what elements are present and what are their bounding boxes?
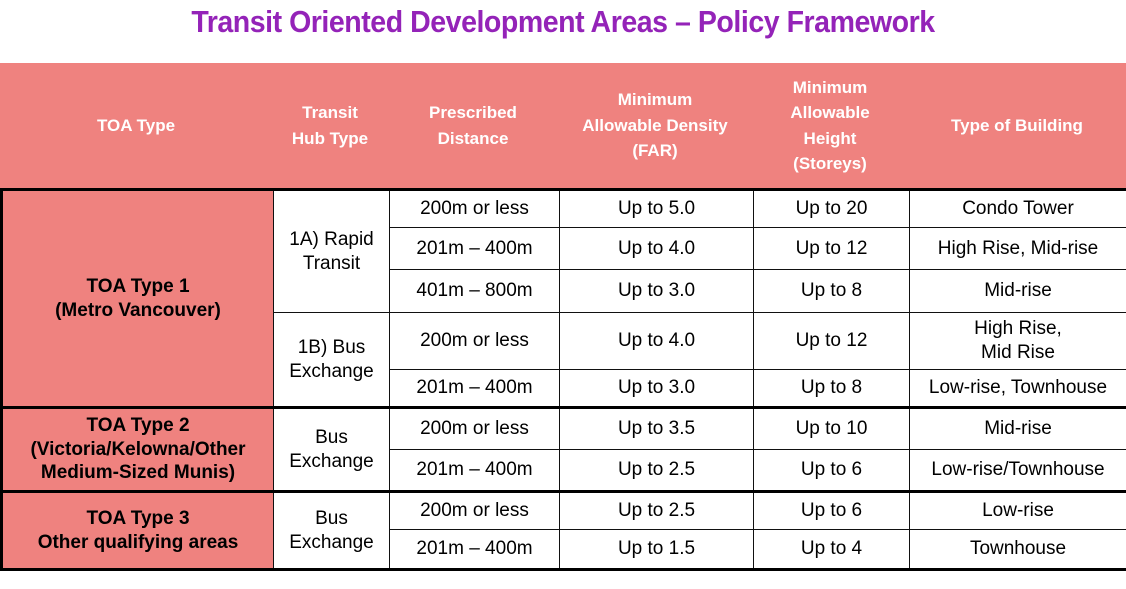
table-row: 401m – 800m Up to 3.0 Up to 8 Mid-rise xyxy=(2,269,1126,313)
header-min-allowable-density: Minimum Allowable Density (FAR) xyxy=(582,90,728,161)
density-cell: Up to 3.0 xyxy=(559,269,754,313)
building-cell: Low-rise, Townhouse xyxy=(909,369,1126,408)
header-transit-hub-type: Transit Hub Type xyxy=(291,103,369,148)
building-cell: Mid-rise xyxy=(909,269,1126,313)
table-row: 201m – 400m Up to 2.5 Up to 6 Low-rise/T… xyxy=(2,449,1126,492)
title-bar: Transit Oriented Development Areas – Pol… xyxy=(0,0,1126,63)
table-row: 1B) Bus Exchange 200m or less Up to 4.0 … xyxy=(2,312,1126,408)
building-cell: Low-rise/Townhouse xyxy=(909,449,1126,492)
header-toa-type: TOA Type xyxy=(96,115,176,135)
density-cell: Up to 3.0 xyxy=(559,369,754,408)
distance-cell: 201m – 400m xyxy=(389,369,560,408)
table-row: 201m – 400m Up to 3.0 Up to 8 Low-rise, … xyxy=(2,369,1126,408)
distance-cell: 201m – 400m xyxy=(389,529,560,570)
distance-cell: 201m – 400m xyxy=(389,449,560,492)
distance-cell: 201m – 400m xyxy=(389,227,560,270)
building-cell: Mid-rise xyxy=(909,406,1126,450)
toa-type-3-cell: TOA Type 3 Other qualifying areas xyxy=(1,490,274,570)
building-cell: High Rise, Mid Rise xyxy=(909,312,1126,370)
density-cell: Up to 4.0 xyxy=(559,227,754,270)
header-type-of-building: Type of Building xyxy=(951,115,1083,135)
height-cell: Up to 12 xyxy=(753,227,910,270)
hub-type-cell: Bus Exchange xyxy=(273,490,390,570)
height-cell: Up to 10 xyxy=(753,406,910,450)
distance-cell: 200m or less xyxy=(389,312,560,370)
density-cell: Up to 1.5 xyxy=(559,529,754,570)
header-prescribed-distance: Prescribed Distance xyxy=(429,103,517,148)
building-cell: Condo Tower xyxy=(909,189,1126,228)
hub-type-cell: 1A) Rapid Transit xyxy=(273,189,390,313)
distance-cell: 200m or less xyxy=(389,406,560,450)
building-cell: Townhouse xyxy=(909,529,1126,570)
hub-type-cell: 1B) Bus Exchange xyxy=(273,312,390,408)
building-cell: Low-rise xyxy=(909,490,1126,530)
distance-cell: 401m – 800m xyxy=(389,269,560,313)
policy-table: TOA Type 1 (Metro Vancouver) 1A) Rapid T… xyxy=(0,188,1126,571)
density-cell: Up to 4.0 xyxy=(559,312,754,370)
table-row: 201m – 400m Up to 1.5 Up to 4 Townhouse xyxy=(2,529,1126,570)
table-header: TOA Type Transit Hub Type Prescribed Dis… xyxy=(0,63,1126,188)
height-cell: Up to 12 xyxy=(753,312,910,370)
toa-type-2-cell: TOA Type 2 (Victoria/Kelowna/Other Mediu… xyxy=(1,406,274,492)
table-row: TOA Type 3 Other qualifying areas Bus Ex… xyxy=(1,490,1126,570)
building-cell: High Rise, Mid-rise xyxy=(909,227,1126,270)
table-row: TOA Type 1 (Metro Vancouver) 1A) Rapid T… xyxy=(1,189,1126,408)
height-cell: Up to 8 xyxy=(753,269,910,313)
table-row: TOA Type 2 (Victoria/Kelowna/Other Mediu… xyxy=(1,406,1126,492)
height-cell: Up to 4 xyxy=(753,529,910,570)
hub-type-cell: Bus Exchange xyxy=(273,406,390,492)
density-cell: Up to 2.5 xyxy=(559,490,754,530)
distance-cell: 200m or less xyxy=(389,490,560,530)
density-cell: Up to 5.0 xyxy=(559,189,754,228)
density-cell: Up to 3.5 xyxy=(559,406,754,450)
height-cell: Up to 6 xyxy=(753,490,910,530)
height-cell: Up to 6 xyxy=(753,449,910,492)
page-title: Transit Oriented Development Areas – Pol… xyxy=(191,4,935,39)
density-cell: Up to 2.5 xyxy=(559,449,754,492)
table-row: 201m – 400m Up to 4.0 Up to 12 High Rise… xyxy=(2,227,1126,270)
header-min-allowable-height: Minimum Allowable Height (Storeys) xyxy=(790,77,870,174)
toa-type-1-cell: TOA Type 1 (Metro Vancouver) xyxy=(1,189,274,408)
distance-cell: 200m or less xyxy=(389,189,560,228)
height-cell: Up to 20 xyxy=(753,189,910,228)
height-cell: Up to 8 xyxy=(753,369,910,408)
